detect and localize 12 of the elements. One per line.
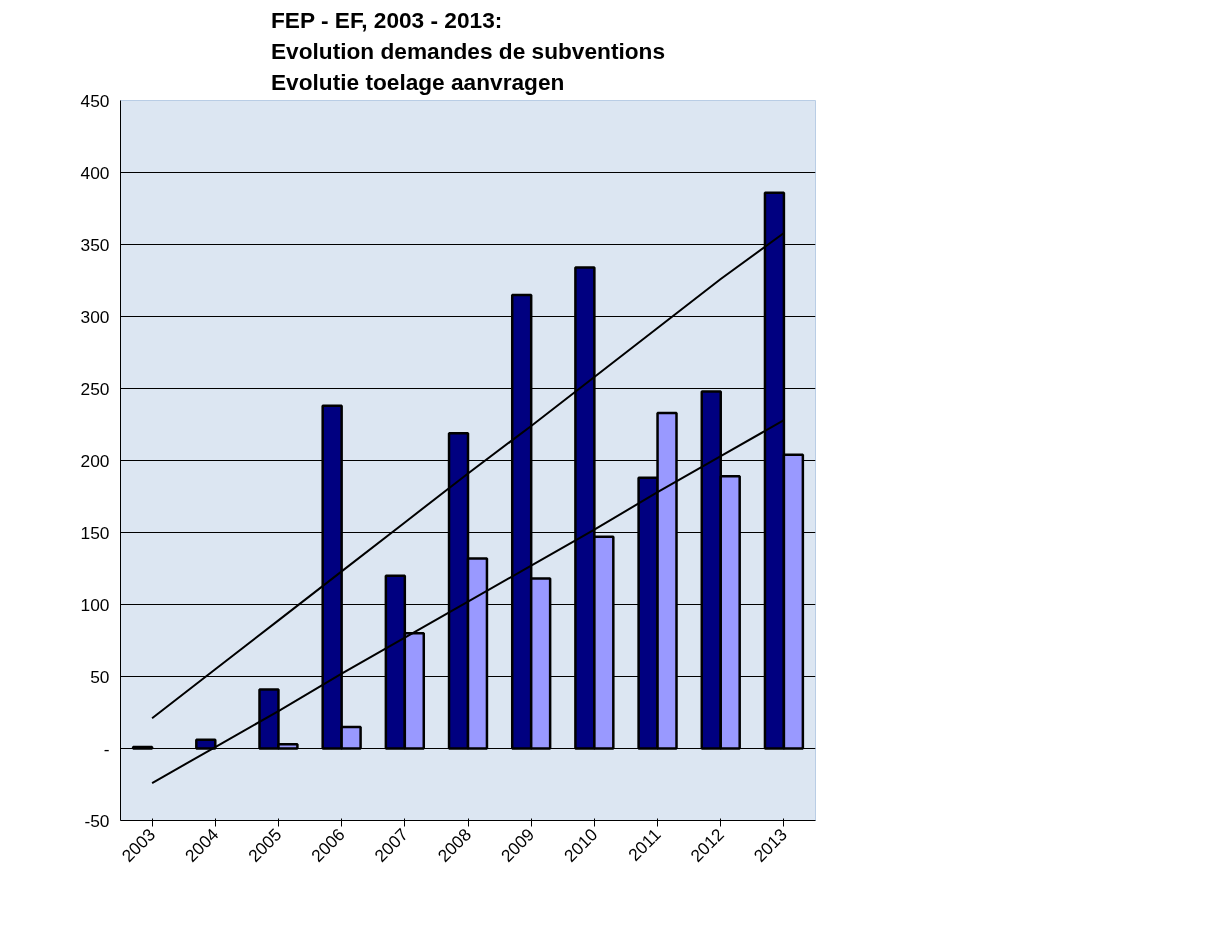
chart-title: FEP - EF, 2003 - 2013: Evolution demandes de subventions Evolutie toelage aanvragen	[270, 7, 666, 96]
y-tick-label: -	[103, 738, 110, 759]
y-tick-label: 300	[80, 306, 110, 327]
y-tick-label: 400	[80, 162, 110, 183]
y-tick-label: 150	[80, 522, 110, 543]
y-tick-label: 350	[80, 234, 110, 255]
y-tick-label: 50	[90, 666, 110, 687]
y-tick-label: 200	[80, 450, 110, 471]
y-tick-label: 450	[80, 90, 110, 111]
y-tick-label: -50	[84, 810, 110, 831]
y-tick-label: 250	[80, 378, 110, 399]
y-tick-label: 100	[80, 594, 110, 615]
